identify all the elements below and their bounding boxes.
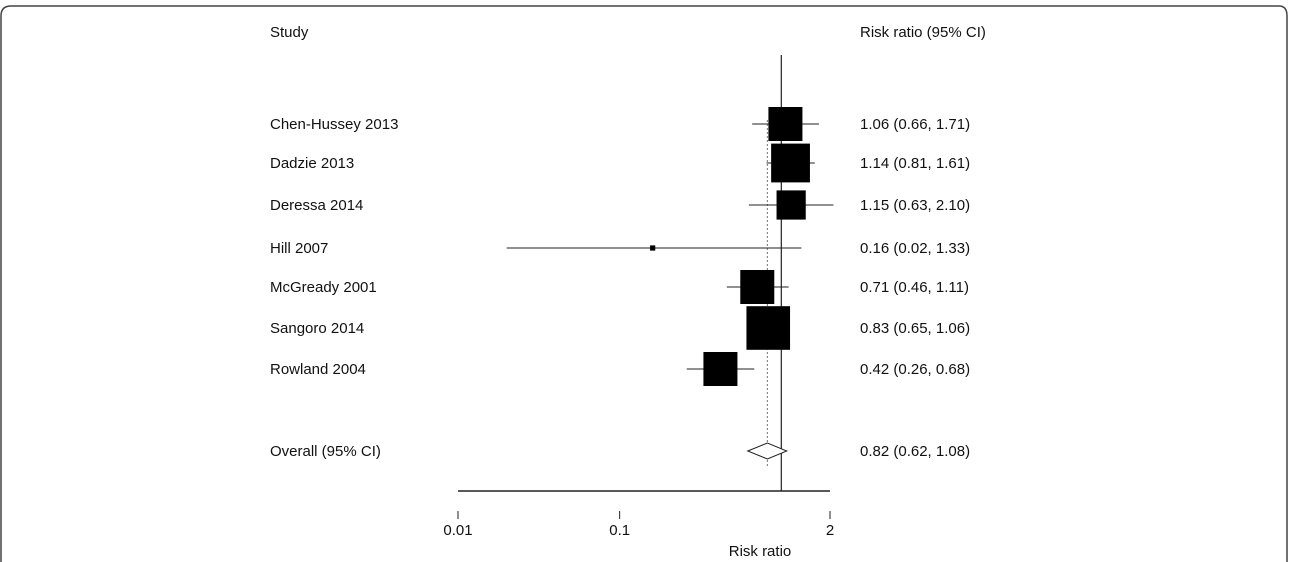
overall-diamond: [746, 442, 789, 460]
study-row: McGready 2001 0.71 (0.46, 1.11): [270, 270, 969, 304]
study-point-marker: [746, 306, 791, 350]
study-name: Chen-Hussey 2013: [270, 116, 398, 133]
study-name: Hill 2007: [270, 240, 328, 257]
study-point-marker: [703, 352, 738, 386]
x-axis-label: Risk ratio: [729, 543, 792, 560]
study-row: Chen-Hussey 2013 1.06 (0.66, 1.71): [270, 107, 970, 141]
overall-label: Overall (95% CI): [270, 443, 381, 460]
study-point-marker: [776, 190, 806, 220]
overall-ci-value: 0.82 (0.62, 1.08): [860, 443, 970, 460]
study-name: Rowland 2004: [270, 361, 366, 378]
study-row: Hill 2007 0.16 (0.02, 1.33): [270, 240, 970, 257]
header-risk-ratio-ci: Risk ratio (95% CI): [860, 24, 986, 41]
x-tick-label: 0.01: [443, 522, 472, 539]
study-name: Dadzie 2013: [270, 155, 354, 172]
study-rows: Chen-Hussey 2013 1.06 (0.66, 1.71) Dadzie …: [270, 107, 970, 460]
x-axis: Risk ratio 0.01 0.1 2: [443, 490, 834, 560]
study-name: Sangoro 2014: [270, 320, 364, 337]
study-ci-value: 0.16 (0.02, 1.33): [860, 240, 970, 257]
study-ci-value: 0.83 (0.65, 1.06): [860, 320, 970, 337]
study-row: Rowland 2004 0.42 (0.26, 0.68): [270, 352, 970, 386]
x-tick-label: 2: [826, 522, 834, 539]
overall-row: Overall (95% CI) 0.82 (0.62, 1.08): [270, 442, 970, 460]
study-point-marker: [740, 270, 775, 304]
study-row: Sangoro 2014 0.83 (0.65, 1.06): [270, 306, 970, 350]
study-ci-value: 1.06 (0.66, 1.71): [860, 116, 970, 133]
study-ci-value: 1.15 (0.63, 2.10): [860, 197, 970, 214]
study-point-marker: [768, 107, 803, 141]
study-name: McGready 2001: [270, 279, 377, 296]
header-study: Study: [270, 24, 309, 41]
study-name: Deressa 2014: [270, 197, 363, 214]
study-ci-value: 0.71 (0.46, 1.11): [860, 279, 969, 296]
study-point-marker: [650, 245, 656, 251]
study-row: Dadzie 2013 1.14 (0.81, 1.61): [270, 143, 970, 183]
figure-frame: [0, 5, 1288, 562]
study-point-marker: [771, 143, 810, 183]
study-ci-value: 1.14 (0.81, 1.61): [860, 155, 970, 172]
study-ci-value: 0.42 (0.26, 0.68): [860, 361, 970, 378]
study-row: Deressa 2014 1.15 (0.63, 2.10): [270, 190, 970, 220]
x-tick-label: 0.1: [609, 522, 630, 539]
